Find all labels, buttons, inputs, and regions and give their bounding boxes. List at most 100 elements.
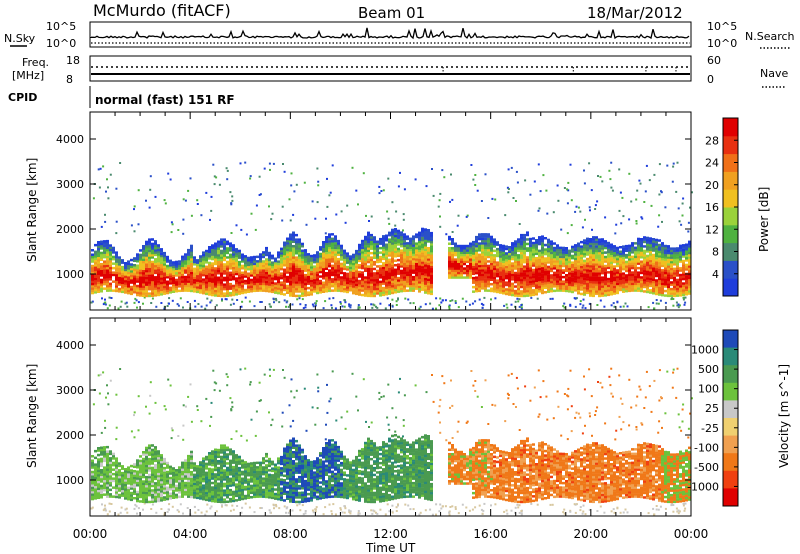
power-cell	[223, 247, 226, 250]
power-cell	[298, 260, 301, 264]
power-cell	[325, 258, 328, 261]
velocity-scatter-dot	[182, 512, 184, 515]
power-cell	[331, 255, 334, 259]
power-cell	[124, 286, 127, 290]
power-cell	[586, 244, 589, 247]
power-cell	[556, 273, 559, 277]
power-cell	[172, 263, 175, 266]
power-cell	[310, 284, 313, 287]
power-cell	[517, 265, 520, 268]
power-cell	[409, 278, 412, 281]
velocity-scatter-dot	[143, 502, 146, 505]
power-cell	[331, 284, 334, 288]
velocity-scatter-dot	[145, 405, 147, 408]
power-cell	[544, 275, 547, 278]
power-cell	[388, 285, 391, 289]
power-scatter-dot	[97, 168, 100, 171]
power-scatter-dot	[653, 307, 656, 310]
power-cell	[493, 267, 496, 271]
power-cell	[358, 266, 361, 269]
power-cell	[373, 267, 376, 271]
power-cell	[322, 283, 325, 287]
power-cell	[643, 272, 646, 275]
power-cell	[373, 290, 376, 293]
power-cell	[259, 264, 262, 268]
power-cell	[241, 280, 244, 283]
power-cell	[97, 241, 100, 244]
power-cell	[646, 281, 649, 285]
power-cell	[604, 285, 607, 288]
power-cell	[388, 269, 391, 273]
power-cell	[589, 244, 592, 248]
power-scatter-dot	[204, 307, 207, 310]
power-cell	[673, 256, 676, 259]
power-cell	[517, 281, 520, 284]
velocity-scatter-dot	[672, 368, 675, 371]
power-cell	[532, 244, 535, 247]
power-cell	[547, 256, 550, 260]
power-cell	[361, 251, 364, 254]
power-cell	[361, 287, 364, 290]
power-cell	[328, 242, 331, 245]
power-cell	[301, 281, 304, 284]
power-cell	[688, 265, 691, 268]
power-cell	[469, 251, 472, 254]
power-cell	[346, 283, 349, 287]
power-cell	[367, 276, 370, 280]
power-cell	[226, 290, 229, 293]
power-scatter-dot	[196, 203, 199, 205]
power-cell	[340, 264, 343, 268]
power-scatter-dot	[682, 296, 685, 299]
power-cell	[379, 291, 382, 295]
power-cell	[646, 290, 649, 294]
power-cell	[472, 249, 475, 253]
power-cell	[640, 265, 643, 268]
power-cell	[97, 250, 100, 253]
power-cell	[154, 285, 157, 288]
power-cell	[565, 249, 568, 252]
power-cell	[187, 262, 190, 265]
power-cell	[430, 265, 433, 269]
power-cell	[337, 271, 340, 274]
power-cell	[535, 243, 538, 246]
power-scatter-dot	[315, 300, 318, 303]
power-cell	[616, 271, 619, 274]
power-cell	[208, 277, 211, 280]
power-cell	[310, 261, 313, 265]
power-cell	[214, 283, 217, 286]
power-cell	[217, 242, 220, 246]
power-cell	[490, 240, 493, 243]
power-cell	[490, 260, 493, 263]
power-cell	[580, 256, 583, 260]
power-cell	[670, 294, 673, 298]
power-cell	[118, 274, 121, 277]
power-cell	[421, 252, 424, 255]
power-cell	[652, 283, 655, 286]
power-cell	[517, 283, 520, 286]
power-cell	[454, 249, 457, 252]
power-cell	[499, 262, 502, 265]
power-cell	[202, 271, 205, 275]
power-cell	[484, 271, 487, 274]
power-cell	[403, 240, 406, 243]
power-scatter-dot	[115, 232, 118, 235]
power-cell	[454, 258, 457, 261]
power-cell	[661, 251, 664, 254]
power-cell	[547, 252, 550, 255]
power-cell	[361, 271, 364, 274]
power-cell	[634, 266, 637, 270]
power-cell	[553, 273, 556, 277]
power-cell	[394, 237, 397, 240]
power-cell	[532, 268, 535, 272]
power-cell	[244, 266, 247, 269]
power-cell	[586, 287, 589, 290]
power-cell	[538, 242, 541, 246]
power-cell	[154, 271, 157, 275]
power-cell	[148, 256, 151, 259]
power-cell	[625, 253, 628, 257]
power-cell	[139, 258, 142, 261]
power-cell	[478, 267, 481, 270]
power-cell	[493, 272, 496, 275]
velocity-scatter-dot	[516, 387, 519, 390]
velocity-scatter-dot	[373, 510, 376, 513]
